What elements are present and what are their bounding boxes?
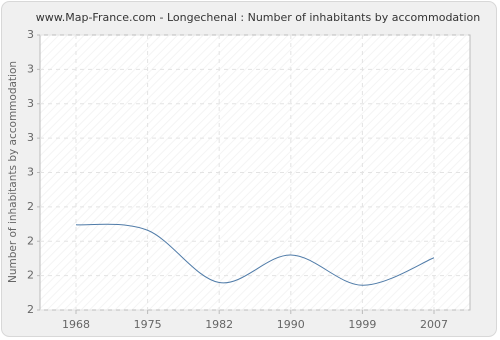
y-tick-label: 2 bbox=[27, 269, 34, 282]
x-tick-label: 1990 bbox=[277, 318, 305, 331]
y-tick-label: 3 bbox=[27, 166, 34, 179]
y-tick-label: 2 bbox=[27, 200, 34, 213]
y-tick-label: 2 bbox=[27, 234, 34, 247]
y-axis-label: Number of inhabitants by accommodation bbox=[7, 61, 19, 283]
chart-title: www.Map-France.com - Longechenal : Numbe… bbox=[36, 11, 480, 24]
x-tick-label: 1968 bbox=[62, 318, 90, 331]
line bbox=[75, 223, 435, 286]
y-tick-label: 3 bbox=[27, 62, 34, 75]
x-tick-label: 1975 bbox=[134, 318, 162, 331]
x-tick-label: 1999 bbox=[348, 318, 376, 331]
x-tick-label: 1982 bbox=[205, 318, 233, 331]
plot-area bbox=[39, 34, 471, 311]
x-tick-label: 2007 bbox=[420, 318, 448, 331]
y-tick-label: 2 bbox=[27, 303, 34, 316]
y-tick-label: 3 bbox=[27, 131, 34, 144]
y-tick-label: 3 bbox=[27, 97, 34, 110]
y-tick-label: 3 bbox=[27, 28, 34, 41]
